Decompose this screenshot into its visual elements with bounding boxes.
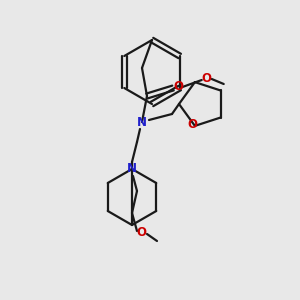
Text: N: N [127, 163, 137, 176]
Text: O: O [202, 71, 212, 85]
Text: O: O [136, 226, 146, 239]
Text: N: N [137, 116, 147, 128]
Text: O: O [173, 80, 183, 92]
Text: O: O [187, 118, 197, 131]
